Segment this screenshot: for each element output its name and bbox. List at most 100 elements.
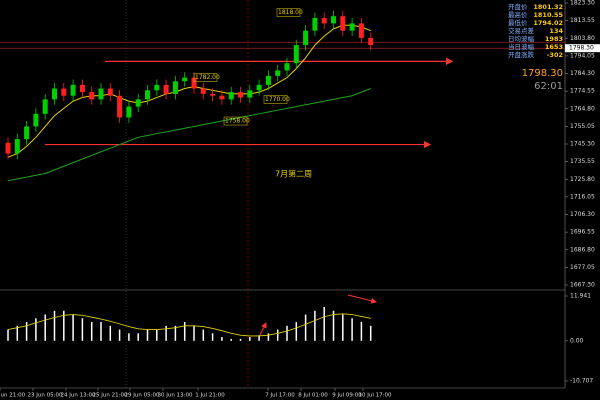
time-label: 29 Jun 05:00: [125, 393, 160, 399]
quote-label: 当日波幅: [508, 42, 535, 51]
time-label: 24 Jun 13:00: [61, 393, 96, 399]
quote-value: 1810.55: [533, 11, 563, 19]
indicator-tick-label: -10.707: [570, 378, 593, 385]
y-tick-label: 1813.55: [570, 17, 595, 24]
moving-average: [7, 24, 371, 158]
annotation-label: 1770.00: [265, 96, 290, 103]
week-label: 7月第二周: [275, 169, 312, 179]
candle-body: [24, 126, 30, 140]
candle-body: [303, 30, 309, 46]
y-tick-label: 1823.30: [570, 0, 595, 7]
candle-body: [117, 95, 123, 118]
candle-body: [5, 142, 11, 154]
candle-body: [61, 88, 67, 96]
quote-label: 最低价: [508, 18, 528, 27]
candle-body: [293, 45, 299, 64]
quote-value: 1983: [545, 35, 563, 43]
y-tick-label: 1745.30: [570, 141, 595, 148]
indicator-tick-label: 11.941: [570, 293, 591, 300]
annotation-label: 1758.00: [225, 118, 250, 125]
candle-body: [79, 84, 85, 93]
candle-body: [89, 92, 95, 100]
current-price-big: 1798.30: [522, 68, 563, 79]
moving-average: [7, 88, 371, 182]
y-tick-label: 1716.05: [570, 193, 595, 200]
annotation-box: [193, 73, 218, 82]
indicator-arrow: [259, 322, 267, 336]
time-label: 30 Jun 13:00: [158, 393, 193, 399]
candle-body: [154, 84, 160, 91]
current-price-tag-label: 1798.30: [569, 45, 594, 52]
time-label: 7 Jul 17:00: [265, 393, 295, 399]
candle-body: [349, 23, 355, 31]
candle-body: [312, 18, 318, 31]
y-tick-label: 1764.80: [570, 105, 595, 112]
candle-body: [163, 84, 169, 94]
annotation-box: [223, 116, 248, 126]
y-tick-label: 1794.05: [570, 52, 595, 59]
time-label: Jun 21:00: [0, 393, 26, 399]
time-label: 23 Jun 05:00: [28, 393, 63, 399]
candle-body: [126, 106, 132, 118]
quote-value: 1801.32: [533, 3, 563, 11]
candle-body: [340, 16, 346, 31]
candle-body: [200, 88, 206, 94]
time-label: 10 Jul 17:00: [359, 393, 392, 399]
indicator-tick-label: 0.00: [570, 337, 584, 344]
candle-body: [247, 90, 253, 98]
candle-body: [52, 88, 57, 100]
candle-body: [145, 90, 150, 100]
y-tick-label: 1706.30: [570, 211, 595, 218]
candle-body: [238, 92, 243, 98]
quote-value: -302: [547, 51, 563, 59]
timer: 62:01: [534, 81, 563, 92]
y-tick-label: 1677.05: [570, 264, 595, 271]
candle-body: [219, 95, 225, 100]
candle-body: [70, 84, 76, 96]
time-label: 1 Jul 21:00: [195, 393, 225, 399]
candle-body: [210, 93, 216, 96]
annotation-label: 1782.00: [195, 74, 220, 81]
quote-value: 1794.02: [533, 19, 563, 27]
y-tick-label: 1735.55: [570, 158, 595, 165]
candle-body: [368, 37, 374, 46]
candle-body: [135, 99, 141, 107]
candle-body: [98, 88, 104, 100]
y-tick-label: 1686.80: [570, 246, 595, 253]
y-tick-label: 1696.55: [570, 229, 595, 236]
candle-body: [107, 88, 113, 96]
y-tick-label: 1725.80: [570, 176, 595, 183]
y-tick-label: 1784.30: [570, 70, 595, 77]
y-tick-label: 1774.55: [570, 88, 595, 95]
indicator-arrow: [347, 294, 377, 304]
quote-value: 1653: [545, 43, 563, 51]
candle-body: [14, 139, 20, 154]
y-tick-label: 1755.05: [570, 123, 595, 130]
candle-body: [191, 77, 197, 89]
candle-body: [172, 81, 178, 94]
quote-label: 最高价: [508, 10, 528, 19]
time-label: 8 Jul 01:00: [298, 393, 328, 399]
annotation-label: 1818.00: [278, 9, 303, 16]
current-price-tag: [565, 44, 600, 53]
candle-body: [256, 84, 262, 91]
candle-body: [321, 18, 327, 24]
candle-body: [42, 99, 48, 114]
time-label: 25 Jun 21:00: [93, 393, 128, 399]
annotation-box: [276, 8, 301, 17]
candle-body: [33, 113, 39, 127]
candle-body: [228, 92, 234, 100]
annotation-box: [263, 95, 288, 104]
candle-body: [265, 75, 271, 85]
quote-label: 开盘涨跌: [508, 50, 535, 59]
y-tick-label: 1803.80: [570, 35, 595, 42]
signal-line: [7, 313, 371, 337]
quote-label: 开盘价: [508, 2, 528, 11]
candle-body: [284, 63, 290, 71]
quote-label: 日均波幅: [508, 34, 535, 43]
time-label: 9 Jul 09:00: [332, 393, 362, 399]
candle-body: [275, 70, 281, 76]
candle-body: [331, 16, 336, 24]
